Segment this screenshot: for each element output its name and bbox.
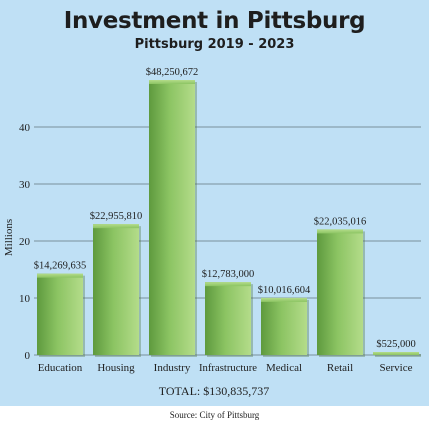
data-label: $14,269,635 [34, 261, 87, 272]
data-label: $22,035,016 [314, 216, 367, 227]
x-tick-label: Education [38, 362, 83, 374]
data-label: $48,250,672 [146, 67, 199, 78]
y-tick-label: 0 [25, 350, 31, 362]
bar-housing [93, 224, 139, 355]
bar-education [37, 273, 83, 355]
data-label: $12,783,000 [202, 269, 255, 280]
y-axis-label: Millions [3, 219, 15, 256]
chart-title: Investment in Pittsburg [63, 8, 366, 34]
bar-medical [261, 297, 307, 355]
chart-subtitle: Pittsburg 2019 - 2023 [134, 37, 295, 52]
y-tick-label: 30 [19, 179, 31, 191]
x-tick-label: Retail [327, 362, 353, 374]
bar-cap [373, 352, 419, 355]
bar-retail [317, 229, 363, 355]
y-tick-label: 40 [19, 122, 31, 134]
x-tick-label: Industry [154, 362, 191, 374]
data-label: $525,000 [376, 339, 415, 350]
bar-cap [261, 297, 307, 302]
bar-cap [205, 282, 251, 287]
x-tick-label: Medical [266, 362, 302, 374]
bars [37, 79, 421, 358]
bar-industry [149, 79, 195, 356]
data-label: $10,016,604 [258, 285, 311, 296]
bar-cap [93, 224, 139, 229]
x-tick-label: Service [380, 362, 413, 374]
total-label: TOTAL: $130,835,737 [159, 384, 269, 398]
bar-cap [317, 229, 363, 234]
bar-infrastructure [205, 282, 251, 355]
bar-cap [149, 79, 195, 84]
x-tick-label: Housing [97, 362, 135, 374]
data-label: $22,955,810 [90, 211, 143, 222]
bar-cap [37, 273, 83, 278]
bar-chart: 0 10 20 30 40 Millions $14,269,635 Education $22… [3, 67, 421, 398]
bar-shadow [375, 354, 421, 357]
x-tick-label: Infrastructure [199, 362, 257, 374]
y-tick-label: 20 [19, 236, 31, 248]
labels: 0 10 20 30 40 Millions $14,269,635 Education $22… [3, 67, 416, 398]
y-tick-label: 10 [19, 293, 31, 305]
source-note: Source: City of Pittsburg [169, 410, 260, 420]
